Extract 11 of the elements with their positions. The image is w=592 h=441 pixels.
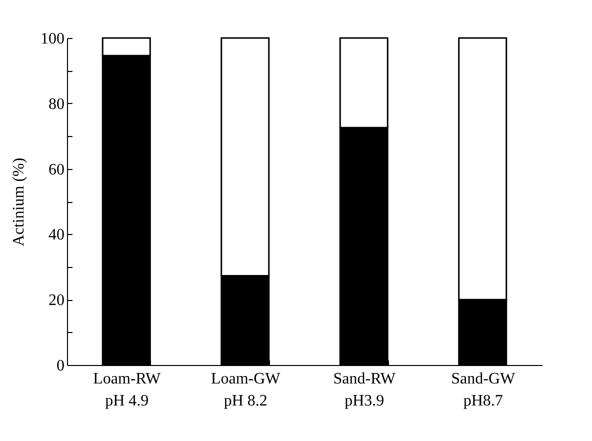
x-tick-label: Loam-RW pH 4.9 xyxy=(93,370,162,410)
y-tick-label: 20 xyxy=(48,292,64,310)
y-tick-label: 100 xyxy=(40,30,64,48)
y-axis-title: Actinium (%) xyxy=(10,158,28,246)
y-tick-label: 60 xyxy=(48,161,64,178)
x-tick-label: Sand-GW pH8.7 xyxy=(451,370,516,410)
x-tick-label: Loam-GW pH 8.2 xyxy=(210,370,282,410)
y-tick-label: 80 xyxy=(48,96,64,113)
x-tick-label: Sand-RW pH3.9 xyxy=(333,370,396,410)
y-tick-label: 0 xyxy=(56,358,64,374)
y-tick-label: 40 xyxy=(48,226,64,244)
